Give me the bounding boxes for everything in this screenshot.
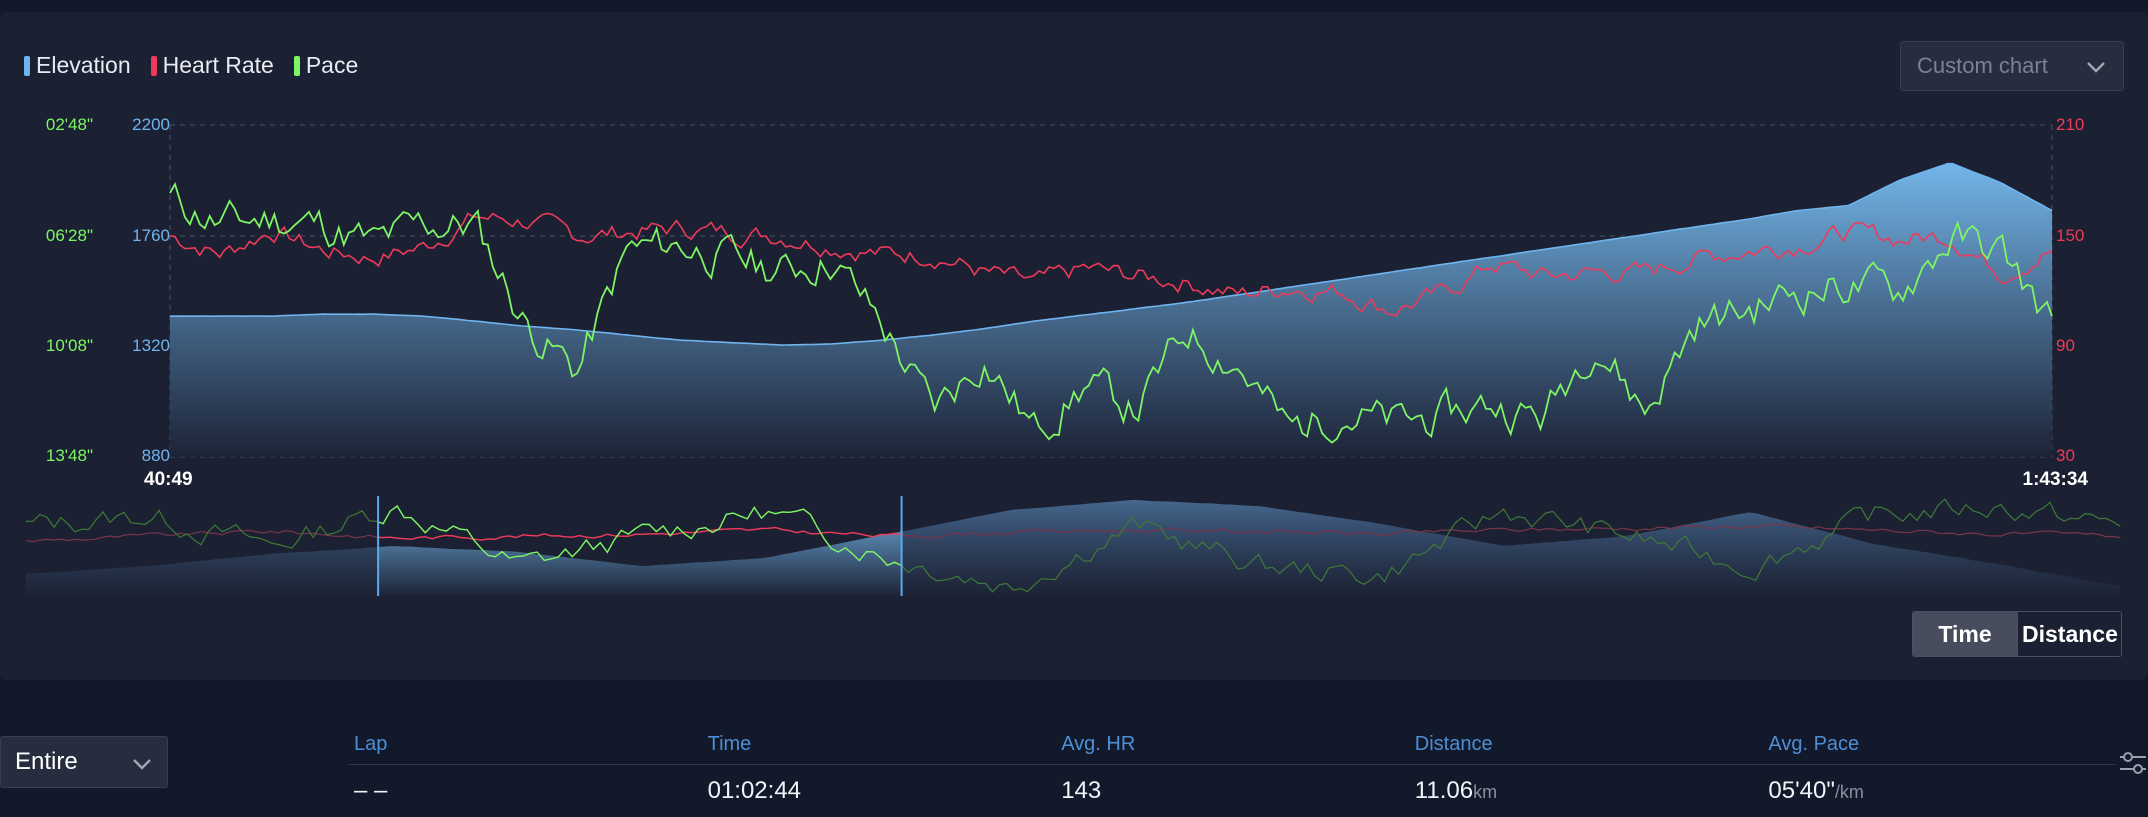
heart-rate-tick-label: 30 xyxy=(2056,446,2075,465)
x-start-label: 40:49 xyxy=(144,469,193,490)
pace-tick-label: 10'08" xyxy=(46,336,93,355)
custom-chart-dropdown[interactable]: Custom chart xyxy=(1900,41,2124,91)
header-distance: Distance xyxy=(1414,732,1493,755)
pace-tick-label: 02'48" xyxy=(46,115,93,134)
header-time: Time xyxy=(707,732,752,755)
header-avg-pace: Avg. Pace xyxy=(1768,732,1860,755)
legend-swatch xyxy=(293,55,300,76)
chart-legend: Elevation Heart Rate Pace xyxy=(24,52,378,79)
legend-pace[interactable]: Pace xyxy=(293,52,359,79)
overview-heart-rate-line xyxy=(25,523,2121,543)
lap-selector-dropdown[interactable]: Entire xyxy=(0,736,168,788)
overview-selection xyxy=(378,504,902,596)
elevation-line xyxy=(170,162,2053,346)
header-lap: Lap xyxy=(354,732,388,755)
heart-rate-tick-label: 150 xyxy=(2056,226,2084,245)
legend-label: Elevation xyxy=(36,52,131,78)
lap-table: Lap Time Avg. HR Distance Avg. Pace – – … xyxy=(348,724,2116,817)
pace-value: 05'40" xyxy=(1768,777,1835,804)
distance-button[interactable]: Distance xyxy=(2017,612,2121,656)
overview-pace-line xyxy=(25,498,2121,593)
elevation-tick-label: 1320 xyxy=(132,336,170,355)
cell-avg-pace: 05'40"/km xyxy=(1762,777,2116,805)
chevron-down-icon xyxy=(133,759,151,770)
elevation-area xyxy=(170,163,2052,457)
elevation-tick-label: 1760 xyxy=(132,226,170,245)
distance-value: 11.06 xyxy=(1414,777,1474,804)
heart-rate-line xyxy=(169,212,2053,317)
time-button[interactable]: Time xyxy=(1913,612,2017,656)
heart-rate-tick-label: 210 xyxy=(2056,115,2084,134)
heart-rate-tick-label: 90 xyxy=(2056,336,2075,355)
legend-swatch xyxy=(150,55,157,76)
chevron-down-icon xyxy=(2087,62,2105,73)
legend-label: Pace xyxy=(305,52,359,78)
legend-label: Heart Rate xyxy=(162,52,274,78)
cell-lap: – – xyxy=(354,777,388,804)
elevation-tick-label: 880 xyxy=(142,446,170,465)
cell-avg-hr: 143 xyxy=(1061,777,1102,804)
legend-heart-rate[interactable]: Heart Rate xyxy=(150,52,274,79)
overview-elevation-area xyxy=(26,499,2120,596)
header-avg-hr: Avg. HR xyxy=(1061,732,1136,755)
distance-unit: km xyxy=(1473,782,1498,802)
table-row[interactable]: – – 01:02:44 143 11.06km 05'40"/km xyxy=(348,765,2116,817)
selected-elevation-area xyxy=(378,531,902,596)
cell-time: 01:02:44 xyxy=(707,777,802,804)
legend-swatch xyxy=(24,55,30,76)
pace-line xyxy=(169,181,2053,444)
pace-tick-label: 06'28" xyxy=(46,226,93,245)
elevation-tick-label: 2200 xyxy=(132,115,170,134)
cell-distance: 11.06km xyxy=(1409,777,1763,805)
legend-elevation[interactable]: Elevation xyxy=(24,52,131,79)
view-toggle: Time Distance xyxy=(1912,611,2122,657)
x-end-label: 1:43:34 xyxy=(2023,469,2089,490)
sliders-icon[interactable] xyxy=(2118,748,2148,778)
lap-table-header: Lap Time Avg. HR Distance Avg. Pace xyxy=(348,724,2116,765)
lap-selector-label: Entire xyxy=(15,748,78,775)
pace-unit: /km xyxy=(1834,782,1864,802)
custom-chart-label: Custom chart xyxy=(1917,53,2048,78)
pace-tick-label: 13'48" xyxy=(46,446,93,465)
